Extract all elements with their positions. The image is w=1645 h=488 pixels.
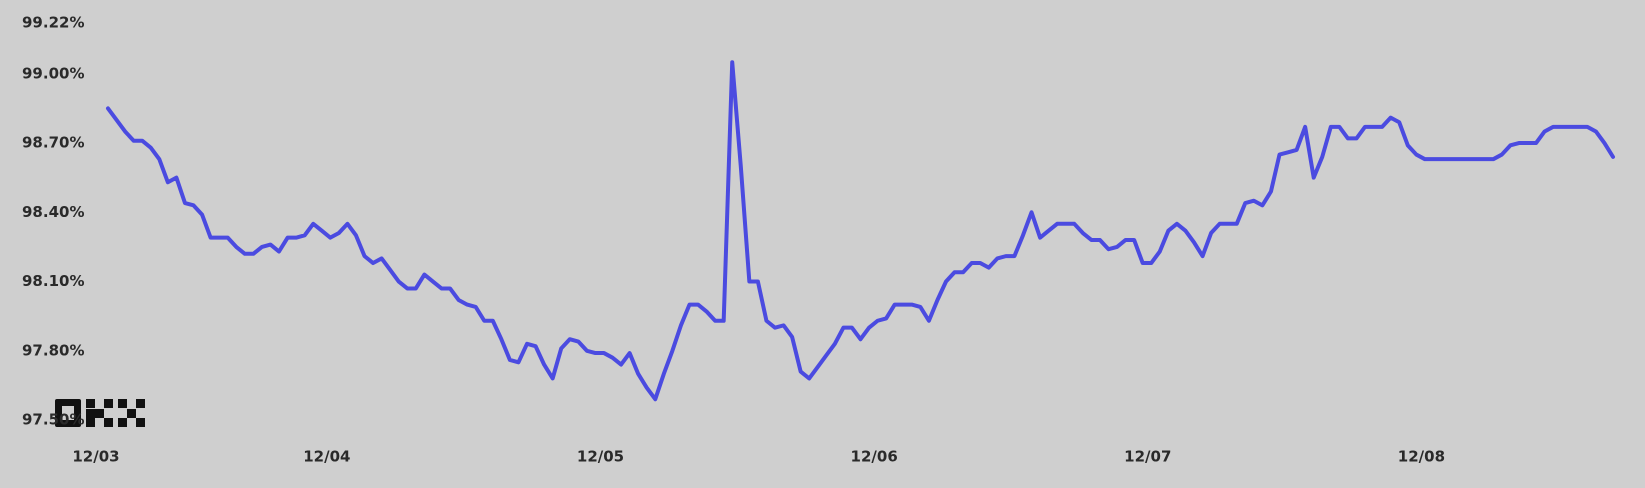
x-tick-label: 12/06: [851, 448, 898, 466]
x-tick-label: 12/05: [577, 448, 624, 466]
y-tick-label: 97.50%: [22, 411, 84, 429]
x-tick-label: 12/08: [1398, 448, 1445, 466]
data-line: [106, 60, 1615, 402]
x-tick-label: 12/03: [72, 448, 119, 466]
y-tick-label: 98.40%: [22, 203, 84, 221]
y-tick-label: 99.22%: [22, 14, 84, 32]
x-tick-label: 12/07: [1124, 448, 1171, 466]
y-tick-label: 99.00%: [22, 64, 84, 82]
y-tick-label: 98.10%: [22, 272, 84, 290]
y-tick-label: 97.80%: [22, 341, 84, 359]
x-tick-label: 12/04: [303, 448, 350, 466]
y-tick-label: 98.70%: [22, 134, 84, 152]
watermark-logo: [55, 399, 145, 427]
